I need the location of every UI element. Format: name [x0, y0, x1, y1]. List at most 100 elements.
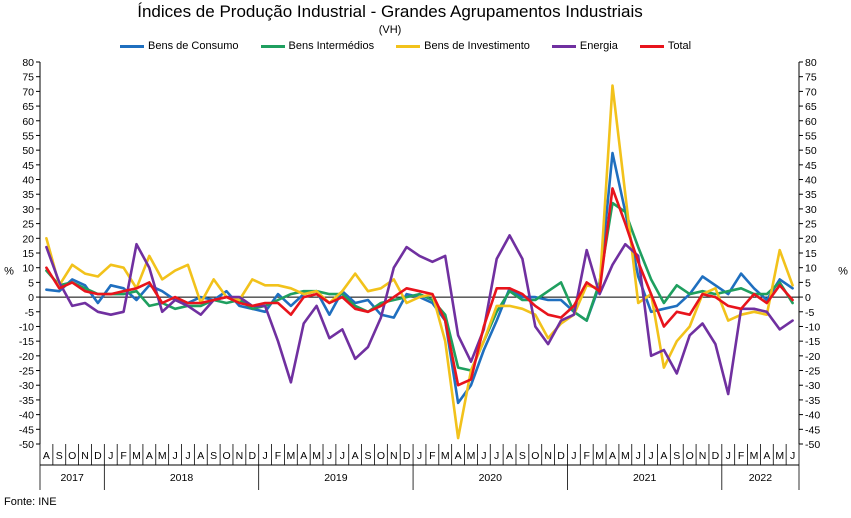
legend-swatch: [551, 44, 576, 48]
x-tick-label: M: [132, 450, 141, 462]
y-axis-label-right: %: [838, 266, 848, 278]
x-tick-label: A: [455, 450, 462, 462]
y-tick-label-left: 70: [22, 86, 34, 98]
x-tick-label: A: [146, 450, 153, 462]
x-tick-label: O: [222, 450, 230, 462]
x-tick-label: N: [390, 450, 398, 462]
y-tick-label-right: -45: [805, 424, 820, 436]
series-line-bens-interm-dios: [45, 201, 794, 372]
y-tick-label-right: 75: [805, 72, 817, 84]
legend-entry: Energia: [551, 40, 618, 52]
x-tick-label: O: [531, 450, 539, 462]
x-tick-label: A: [300, 450, 307, 462]
y-tick-label-left: -5: [25, 307, 34, 319]
y-tick-label-right: 80: [805, 57, 817, 69]
y-tick-label-right: 25: [805, 219, 817, 231]
x-tick-label: M: [312, 450, 321, 462]
legend-entry: Bens de Investimento: [396, 40, 530, 52]
y-tick-label-left: 45: [22, 160, 34, 172]
legend-label: Bens de Investimento: [424, 40, 530, 52]
x-tick-label: J: [417, 450, 422, 462]
y-tick-label-left: 75: [22, 72, 34, 84]
legend-swatch: [260, 44, 285, 48]
y-tick-label-left: 15: [22, 248, 34, 260]
y-tick-label-left: 5: [28, 277, 34, 289]
y-tick-label-right: 35: [805, 189, 817, 201]
chart-legend: Bens de Consumo Bens Intermédios Bens de I…: [120, 40, 691, 52]
y-tick-label-right: 5: [805, 277, 811, 289]
x-tick-label: J: [494, 450, 499, 462]
x-tick-label: A: [763, 450, 770, 462]
x-tick-label: D: [94, 450, 102, 462]
series-line-bens-de-investimento: [45, 84, 794, 440]
y-tick-label-left: -35: [19, 395, 34, 407]
x-tick-label: F: [738, 450, 744, 462]
x-tick-label: M: [441, 450, 450, 462]
y-tick-label-left: 10: [22, 263, 34, 275]
y-tick-label-right: -10: [805, 321, 820, 333]
year-label: 2017: [60, 472, 84, 484]
x-tick-label: J: [263, 450, 268, 462]
x-tick-label: N: [236, 450, 244, 462]
chart-subtitle: (VH): [378, 24, 402, 36]
x-tick-label: M: [467, 450, 476, 462]
x-tick-label: F: [429, 450, 435, 462]
x-tick-label: A: [352, 450, 359, 462]
x-tick-label: D: [248, 450, 256, 462]
x-tick-label: F: [584, 450, 590, 462]
y-tick-label-left: -25: [19, 366, 34, 378]
legend-label: Total: [667, 40, 692, 52]
legend-entry: Total: [639, 40, 692, 52]
y-tick-label-left: -30: [19, 380, 34, 392]
y-tick-label-left: -45: [19, 424, 34, 436]
y-tick-label-right: 45: [805, 160, 817, 172]
y-tick-label-left: -50: [19, 439, 34, 451]
series-line-total: [45, 187, 794, 387]
x-tick-label: J: [327, 450, 332, 462]
x-tick-label: J: [185, 450, 190, 462]
x-tick-label: A: [506, 450, 513, 462]
x-tick-label: M: [750, 450, 759, 462]
y-tick-label-right: -40: [805, 410, 820, 422]
x-tick-label: J: [340, 450, 345, 462]
y-tick-label-right: 50: [805, 145, 817, 157]
x-tick-label: O: [686, 450, 694, 462]
y-tick-label-left: 0: [28, 292, 34, 304]
x-tick-label: J: [481, 450, 486, 462]
x-tick-label: F: [120, 450, 126, 462]
y-tick-label-right: 65: [805, 101, 817, 113]
x-tick-label: A: [197, 450, 204, 462]
x-tick-label: A: [609, 450, 616, 462]
y-tick-label-left: 20: [22, 233, 34, 245]
x-tick-label: M: [158, 450, 167, 462]
y-tick-label-right: -15: [805, 336, 820, 348]
y-tick-label-left: -40: [19, 410, 34, 422]
y-tick-label-left: -15: [19, 336, 34, 348]
x-tick-label: O: [377, 450, 385, 462]
x-tick-label: D: [557, 450, 565, 462]
x-tick-label: S: [519, 450, 526, 462]
x-tick-label: J: [571, 450, 576, 462]
y-tick-label-right: 30: [805, 204, 817, 216]
legend-entry: Bens Intermédios: [260, 40, 374, 52]
x-tick-label: J: [648, 450, 653, 462]
x-tick-label: A: [660, 450, 667, 462]
x-tick-label: J: [108, 450, 113, 462]
series-line-energia: [45, 234, 794, 396]
x-tick-label: F: [275, 450, 281, 462]
legend-swatch: [120, 44, 144, 48]
y-tick-label-right: -30: [805, 380, 820, 392]
x-tick-label: O: [68, 450, 76, 462]
y-tick-label-right: 10: [805, 263, 817, 275]
legend-swatch: [639, 44, 664, 48]
year-label: 2019: [324, 472, 348, 484]
y-tick-label-right: -5: [805, 307, 814, 319]
x-tick-label: N: [544, 450, 552, 462]
y-tick-label-right: -35: [805, 395, 820, 407]
x-tick-label: J: [172, 450, 177, 462]
y-tick-label-right: -50: [805, 439, 820, 451]
y-tick-label-left: 55: [22, 130, 34, 142]
x-tick-label: J: [790, 450, 795, 462]
y-tick-label-left: 80: [22, 57, 34, 69]
x-tick-label: D: [403, 450, 411, 462]
